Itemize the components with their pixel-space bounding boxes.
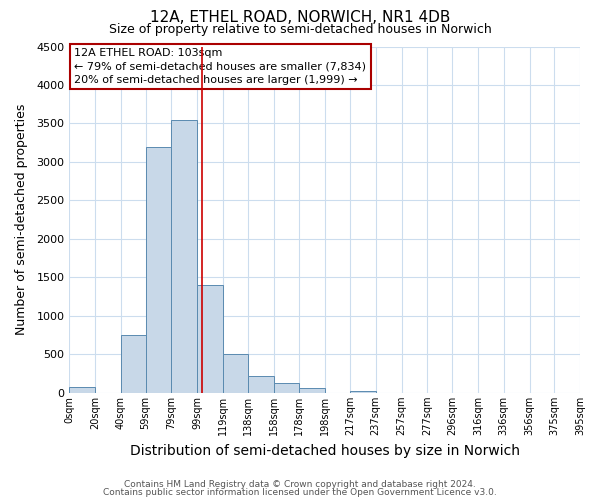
Bar — [223, 354, 248, 393]
Bar — [70, 387, 95, 393]
Y-axis label: Number of semi-detached properties: Number of semi-detached properties — [15, 104, 28, 336]
Bar — [248, 376, 274, 393]
Text: 12A, ETHEL ROAD, NORWICH, NR1 4DB: 12A, ETHEL ROAD, NORWICH, NR1 4DB — [150, 10, 450, 25]
Bar — [299, 388, 325, 393]
Bar — [274, 383, 299, 393]
Text: 12A ETHEL ROAD: 103sqm
← 79% of semi-detached houses are smaller (7,834)
20% of : 12A ETHEL ROAD: 103sqm ← 79% of semi-det… — [74, 48, 367, 84]
Bar — [172, 120, 197, 393]
Bar — [146, 146, 172, 393]
Bar — [121, 335, 146, 393]
Text: Size of property relative to semi-detached houses in Norwich: Size of property relative to semi-detach… — [109, 22, 491, 36]
X-axis label: Distribution of semi-detached houses by size in Norwich: Distribution of semi-detached houses by … — [130, 444, 520, 458]
Text: Contains HM Land Registry data © Crown copyright and database right 2024.: Contains HM Land Registry data © Crown c… — [124, 480, 476, 489]
Text: Contains public sector information licensed under the Open Government Licence v3: Contains public sector information licen… — [103, 488, 497, 497]
Bar — [197, 285, 223, 393]
Bar — [350, 390, 376, 393]
